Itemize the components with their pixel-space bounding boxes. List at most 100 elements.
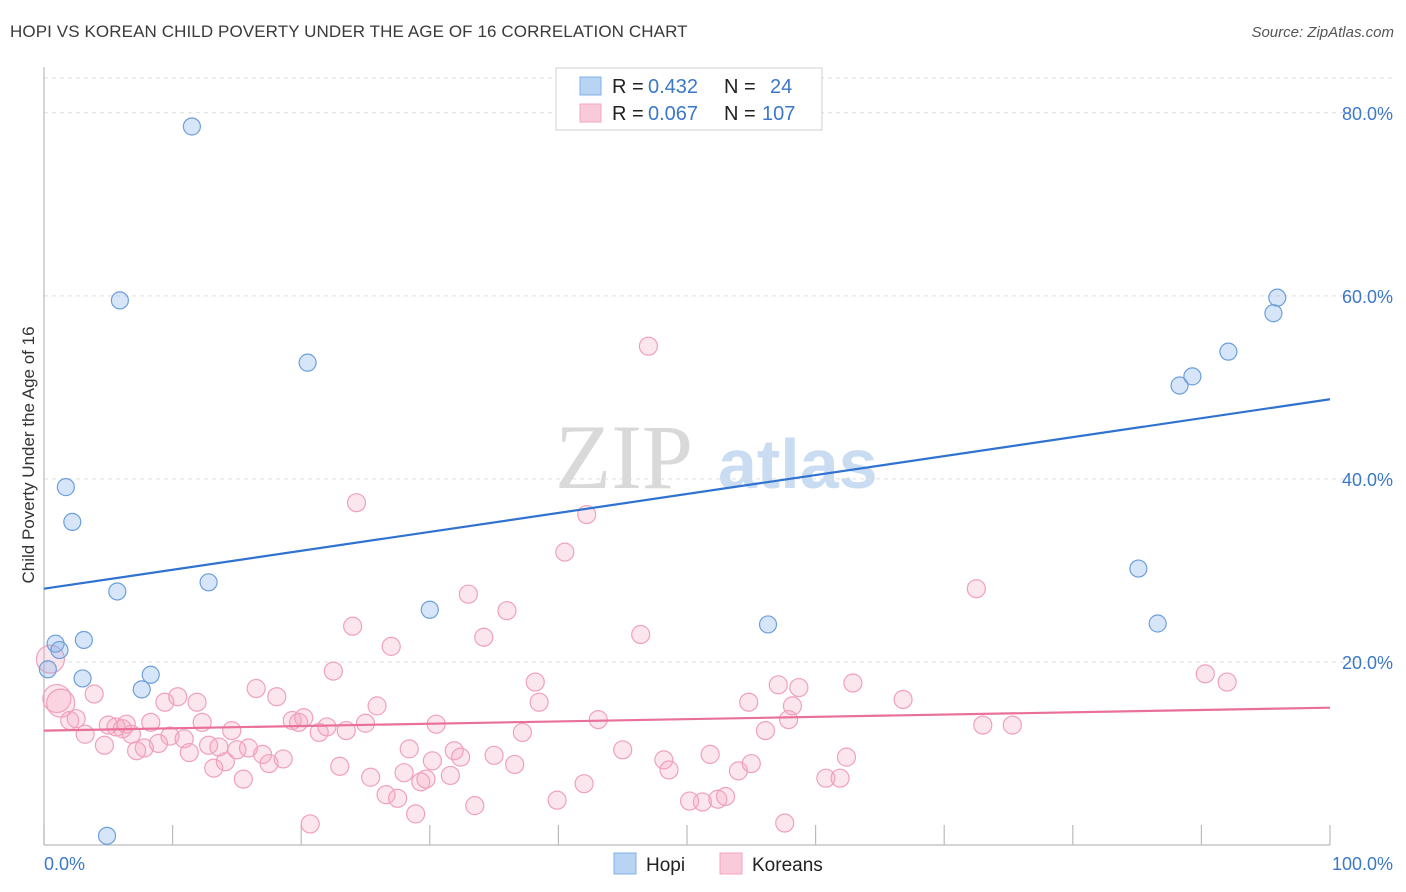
korean-point-96 — [789, 677, 809, 698]
korean-point-39 — [294, 708, 314, 728]
korean-point-74 — [555, 542, 575, 562]
bottom-legend-swatch-koreans — [719, 852, 743, 875]
hopi-point-13 — [73, 669, 92, 688]
hopi-point-9 — [74, 630, 93, 650]
korean-point-40 — [300, 814, 320, 834]
legend-r-label-0: R = — [612, 76, 644, 98]
korean-point-92 — [768, 675, 788, 695]
y-tick-label-40: 40.0% — [1342, 470, 1393, 490]
korean-point-85 — [700, 744, 720, 764]
y-axis-tick-labels: 20.0% 40.0% 60.0% 80.0% — [1342, 104, 1393, 673]
bottom-legend-label-hopi: Hopi — [646, 855, 685, 876]
korean-point-5 — [75, 724, 95, 744]
hopi-point-15 — [38, 660, 57, 679]
bottom-legend-label-koreans: Koreans — [752, 855, 823, 876]
korean-point-64 — [458, 584, 478, 604]
hopi-point-16 — [97, 826, 117, 845]
legend-n-value-1: 107 — [762, 103, 795, 125]
korean-point-46 — [343, 616, 363, 636]
hopi-point-23 — [1268, 288, 1287, 307]
hopi-point-4 — [63, 512, 82, 532]
korean-point-100 — [843, 673, 863, 693]
korean-point-84 — [692, 792, 713, 812]
korean-point-56 — [406, 804, 426, 824]
korean-point-18 — [160, 726, 180, 746]
korean-point-73 — [547, 790, 567, 810]
hopi-point-18 — [1148, 614, 1167, 633]
korean-point-21 — [179, 742, 199, 763]
korean-point-71 — [525, 672, 545, 692]
x-axis-tick-labels: 0.0% 100.0% — [44, 854, 1393, 874]
korean-point-87 — [715, 786, 736, 807]
korean-point-72 — [529, 692, 549, 712]
korean-point-81 — [654, 750, 674, 770]
korean-point-25 — [204, 758, 224, 778]
korean-point-103 — [973, 715, 993, 735]
hopi-point-3 — [56, 478, 75, 497]
korean-point-22 — [187, 692, 207, 712]
korean-point-48 — [355, 713, 376, 733]
koreans-points — [35, 336, 1237, 834]
korean-point-58 — [416, 769, 436, 789]
korean-point-32 — [246, 678, 266, 699]
y-tick-label-60: 60.0% — [1342, 287, 1393, 307]
korean-point-1 — [42, 683, 72, 714]
legend-r-value-1: 0.067 — [648, 103, 698, 125]
watermark-atlas: atlas — [718, 425, 878, 503]
hopi-point-14 — [132, 680, 151, 699]
korean-point-34 — [259, 753, 279, 774]
legend-n-value-0: 24 — [770, 76, 792, 98]
korean-point-54 — [394, 763, 414, 783]
korean-point-15 — [141, 712, 161, 732]
korean-point-104 — [1002, 715, 1022, 735]
hopi-point-2 — [298, 353, 317, 372]
hopi-point-22 — [1264, 304, 1283, 323]
hopi-point-5 — [199, 573, 218, 592]
x-axis-ticks — [43, 825, 1331, 845]
watermark-zip: ZIP — [555, 406, 693, 508]
korean-point-47 — [346, 493, 367, 513]
korean-point-57 — [411, 772, 431, 792]
hopi-point-11 — [50, 640, 69, 660]
korean-point-52 — [381, 636, 401, 656]
korean-point-70 — [512, 722, 532, 743]
hopi-point-12 — [141, 665, 160, 684]
hopi-point-6 — [108, 582, 127, 601]
korean-point-50 — [367, 696, 387, 716]
x-tick-label-1: 100.0% — [1332, 854, 1393, 874]
korean-point-27 — [215, 752, 235, 772]
korean-point-99 — [836, 747, 857, 767]
trend-lines — [43, 398, 1331, 732]
legend-r-value-0: 0.432 — [648, 76, 698, 98]
korean-point-59 — [422, 751, 442, 771]
hopi-trend-line — [43, 398, 1331, 590]
korean-point-98 — [830, 768, 850, 788]
legend-n-label-1: N = — [724, 103, 756, 125]
korean-point-86 — [708, 789, 728, 809]
hopi-point-21 — [1219, 342, 1238, 361]
y-tick-label-20: 20.0% — [1342, 653, 1393, 673]
korean-point-51 — [376, 785, 396, 805]
y-axis-label: Child Poverty Under the Age of 16 — [19, 326, 38, 583]
korean-point-31 — [238, 738, 259, 758]
korean-point-42 — [317, 717, 337, 737]
korean-point-95 — [782, 696, 803, 716]
hopi-point-19 — [1170, 376, 1189, 395]
korean-point-90 — [741, 753, 761, 774]
legend-swatch-koreans — [579, 103, 602, 123]
hopi-points — [38, 117, 1287, 845]
korean-point-44 — [330, 756, 350, 776]
korean-point-30 — [233, 769, 253, 789]
korean-point-43 — [323, 661, 343, 681]
koreans-trend-line — [43, 706, 1331, 732]
legend-n-label-0: N = — [724, 76, 756, 98]
korean-point-66 — [474, 627, 494, 647]
korean-point-63 — [451, 747, 471, 767]
correlation-legend: R = 0.432 N = 24 R = 0.067 N = 107 — [555, 67, 823, 131]
korean-point-35 — [267, 687, 287, 707]
korean-point-28 — [222, 720, 242, 741]
legend-swatch-hopi — [579, 76, 602, 96]
korean-point-19 — [168, 687, 188, 707]
hopi-point-8 — [758, 615, 778, 634]
